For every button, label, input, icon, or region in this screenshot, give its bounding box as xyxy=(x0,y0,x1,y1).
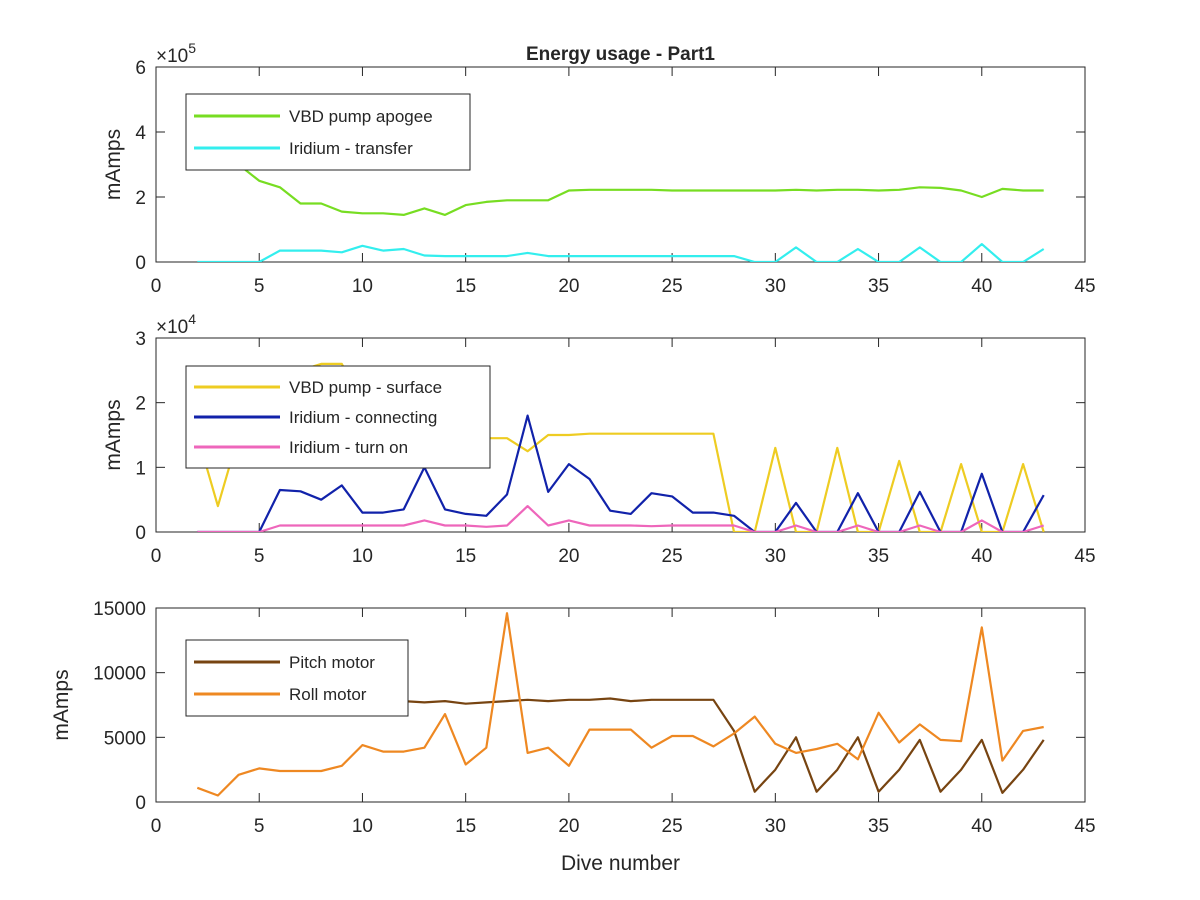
legend-label: Iridium - turn on xyxy=(289,438,408,457)
series-line xyxy=(197,505,1045,532)
y-tick-label: 0 xyxy=(135,793,146,814)
x-tick-label: 35 xyxy=(868,276,889,297)
legend-label: VBD pump - surface xyxy=(289,378,442,397)
panel-3: 0 5 10 15 20 25 30 35 40 45 0 5000 10000 15000 mAmps Di… xyxy=(50,599,1096,875)
x-tick-label: 20 xyxy=(558,276,579,297)
y-tick-label: 10000 xyxy=(93,664,146,685)
y-tick-label: 2 xyxy=(135,188,146,209)
x-tick-label: 15 xyxy=(455,546,476,567)
panel-2: 0 5 10 15 20 25 30 35 40 45 0 1 2 3 ×104 mAmps VBD pump … xyxy=(102,311,1096,567)
y-exponent-label: ×104 xyxy=(156,311,196,338)
legend: VBD pump - surface Iridium - connecting Ir… xyxy=(185,365,491,469)
x-tick-label: 25 xyxy=(662,276,683,297)
y-tick-label: 1 xyxy=(135,458,146,479)
series-line xyxy=(196,362,1045,532)
x-tick-label: 45 xyxy=(1074,546,1095,567)
legend-label: Pitch motor xyxy=(289,653,375,672)
x-tick-label: 5 xyxy=(254,546,265,567)
series-group xyxy=(196,124,1045,262)
y-tick-label: 0 xyxy=(135,523,146,544)
series-line xyxy=(197,414,1045,532)
x-tick-label: 20 xyxy=(558,816,579,837)
legend: Pitch motor Roll motor xyxy=(185,639,409,717)
x-tick-label: 5 xyxy=(254,816,265,837)
x-axis-label: Dive number xyxy=(561,852,680,875)
x-tick-label: 0 xyxy=(151,276,162,297)
legend: VBD pump apogee Iridium - transfer xyxy=(185,93,471,171)
x-tick-label: 15 xyxy=(455,276,476,297)
y-axis-label: mAmps xyxy=(102,129,125,200)
x-tick-label: 15 xyxy=(455,816,476,837)
legend-box xyxy=(185,93,471,171)
y-tick-label: 2 xyxy=(135,394,146,415)
y-tick-label: 0 xyxy=(135,253,146,274)
legend-label: Iridium - connecting xyxy=(289,408,437,427)
legend-label: VBD pump apogee xyxy=(289,107,433,126)
y-axis-label: mAmps xyxy=(102,399,125,470)
y-tick-label: 6 xyxy=(135,58,146,79)
x-tick-label: 30 xyxy=(765,546,786,567)
y-exponent-label: ×105 xyxy=(156,40,196,67)
series-line xyxy=(196,124,1044,216)
x-tick-label: 0 xyxy=(151,546,162,567)
x-tick-label: 30 xyxy=(765,276,786,297)
y-tick-label: 5000 xyxy=(104,728,146,749)
x-tick-label: 0 xyxy=(151,816,162,837)
x-tick-label: 10 xyxy=(352,276,373,297)
x-tick-label: 10 xyxy=(352,816,373,837)
x-tick-label: 30 xyxy=(765,816,786,837)
chart-title: Energy usage - Part1 xyxy=(526,44,715,65)
series-group xyxy=(196,362,1045,532)
y-tick-label: 15000 xyxy=(93,599,146,620)
x-tick-label: 5 xyxy=(254,276,265,297)
x-tick-label: 40 xyxy=(971,816,992,837)
series-line xyxy=(197,243,1045,262)
panel-1: 0 5 10 15 20 25 30 35 40 45 0 2 4 6 ×105 Energy usage -… xyxy=(102,40,1096,297)
y-tick-label: 4 xyxy=(135,123,146,144)
legend-box xyxy=(185,639,409,717)
x-tick-label: 35 xyxy=(868,546,889,567)
y-axis-label: mAmps xyxy=(50,669,73,740)
legend-label: Roll motor xyxy=(289,685,367,704)
legend-label: Iridium - transfer xyxy=(289,139,413,158)
x-tick-label: 25 xyxy=(662,816,683,837)
x-tick-label: 35 xyxy=(868,816,889,837)
x-tick-label: 40 xyxy=(971,276,992,297)
x-tick-label: 25 xyxy=(662,546,683,567)
x-tick-label: 20 xyxy=(558,546,579,567)
x-tick-label: 10 xyxy=(352,546,373,567)
x-tick-label: 45 xyxy=(1074,816,1095,837)
y-tick-label: 3 xyxy=(135,329,146,350)
x-tick-label: 40 xyxy=(971,546,992,567)
x-tick-label: 45 xyxy=(1074,276,1095,297)
series-line xyxy=(196,612,1044,797)
